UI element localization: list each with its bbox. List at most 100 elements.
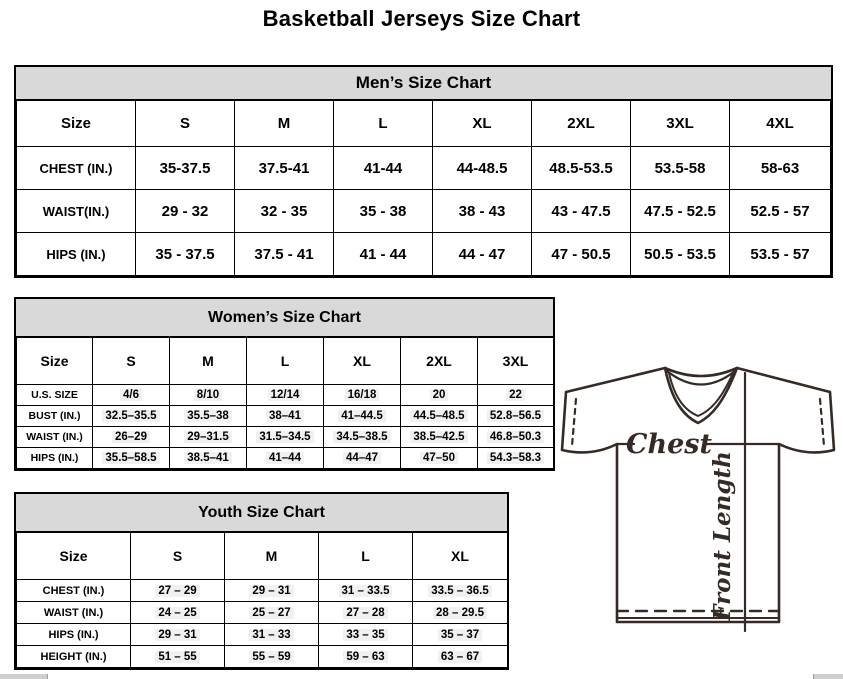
sleeve-cuff-dashed-left (570, 397, 578, 448)
women-cell: 26–29 (92, 426, 170, 448)
men-header-size: Size (16, 100, 136, 147)
youth-cell-value: 51 – 55 (155, 650, 200, 663)
youth-header-s: S (130, 532, 225, 580)
women-cell: 31.5–34.5 (246, 426, 324, 448)
women-cell-value: 34.5–38.5 (333, 431, 391, 443)
women-cell-value: 38–41 (266, 410, 304, 422)
women-cell-value: 20 (429, 389, 449, 401)
women-row-waist-in: WAIST (IN.) 26–29 29–31.5 31.5–34.5 34.5–38.… (16, 426, 554, 448)
men-cell-value: 37.5-41 (258, 159, 310, 177)
front-length-label: Front Length (709, 451, 736, 622)
men-cell: 41-44 (333, 146, 433, 190)
youth-cell-value: 33 – 35 (343, 628, 388, 641)
youth-cell-value: 27 – 28 (343, 606, 388, 619)
men-cell: 53.5 - 57 (729, 232, 831, 276)
men-cell-value: 38 - 43 (458, 202, 506, 220)
men-row-waist-in: WAIST(IN.) 29 - 32 32 - 35 35 - 38 38 - 43 43… (16, 189, 831, 233)
women-cell-value: 38.5–41 (184, 452, 232, 464)
women-cell-value: 35.5–58.5 (102, 452, 160, 464)
men-cell-value: 44 - 47 (458, 245, 506, 263)
men-cell-value: 35 - 38 (359, 202, 407, 220)
women-cell: 16/18 (323, 384, 401, 406)
men-cell: 38 - 43 (432, 189, 532, 233)
youth-row-waist-in: WAIST (IN.) 24 – 25 25 – 27 27 – 28 28 – 29.… (16, 601, 508, 624)
women-cell-value: 29–31.5 (184, 431, 232, 443)
women-cell-value: 38.5–42.5 (410, 431, 468, 443)
womens-size-table: Women’s Size Chart Size S M L XL 2XL 3XL U.S. S… (14, 297, 555, 471)
youth-header-xl: XL (412, 532, 508, 580)
men-cell: 35 - 38 (333, 189, 433, 233)
women-cell: 44.5–48.5 (400, 405, 478, 427)
youth-cell: 35 – 37 (412, 623, 508, 646)
youth-header-m: M (224, 532, 319, 580)
men-cell: 48.5-53.5 (531, 146, 631, 190)
men-cell-value: 52.5 - 57 (750, 202, 810, 220)
men-header-2xl: 2XL (531, 100, 631, 147)
women-header-s: S (92, 337, 170, 385)
men-cell-value: 53.5-58 (654, 159, 706, 177)
youth-cell: 33.5 – 36.5 (412, 579, 508, 602)
men-cell: 47 - 50.5 (531, 232, 631, 276)
men-cell-value: 41 - 44 (359, 245, 407, 263)
men-header-3xl: 3XL (630, 100, 730, 147)
men-header-m: M (234, 100, 334, 147)
men-header-row: Size S M L XL 2XL 3XL 4XL (16, 100, 831, 147)
men-cell: 44-48.5 (432, 146, 532, 190)
men-cell: 44 - 47 (432, 232, 532, 276)
women-cell: 32.5–35.5 (92, 405, 170, 427)
horizontal-scrollbar-fragment-right[interactable] (813, 674, 843, 679)
men-cell-value: 29 - 32 (161, 202, 209, 220)
women-row-label-hips-in: HIPS (IN.) (16, 447, 93, 469)
men-row-label-waist-in: WAIST(IN.) (16, 189, 136, 233)
horizontal-scrollbar-fragment-left[interactable] (0, 674, 48, 679)
women-cell: 41–44 (246, 447, 324, 469)
youth-row-label-waist-in: WAIST (IN.) (16, 601, 131, 624)
men-row-label-chest-in: CHEST (IN.) (16, 146, 136, 190)
women-cell-value: 47–50 (420, 452, 458, 464)
youth-row-label-height-in: HEIGHT (IN.) (16, 645, 131, 668)
youth-header-row: Size S M L XL (16, 532, 508, 580)
men-row-chest-in: CHEST (IN.) 35-37.5 37.5-41 41-44 44-48.5 48.… (16, 146, 831, 190)
women-cell: 38–41 (246, 405, 324, 427)
women-cell-value: 44.5–48.5 (410, 410, 468, 422)
men-header-xl: XL (432, 100, 532, 147)
youth-cell: 27 – 28 (318, 601, 413, 624)
women-cell-value: 16/18 (344, 389, 380, 401)
chest-label: Chest (626, 429, 712, 460)
men-cell: 47.5 - 52.5 (630, 189, 730, 233)
youth-cell-value: 35 – 37 (437, 628, 483, 641)
women-cell-value: 46.8–50.3 (486, 431, 545, 443)
youth-row-label-chest-in: CHEST (IN.) (16, 579, 131, 602)
men-cell: 53.5-58 (630, 146, 730, 190)
youth-cell-value: 29 – 31 (249, 584, 294, 597)
youth-cell-value: 63 – 67 (437, 650, 483, 663)
women-cell: 8/10 (169, 384, 247, 406)
women-row-label-u-s-size: U.S. SIZE (16, 384, 93, 406)
women-header-m: M (169, 337, 247, 385)
women-cell-value: 31.5–34.5 (256, 431, 314, 443)
women-cell: 44–47 (323, 447, 401, 469)
youth-cell: 29 – 31 (130, 623, 225, 646)
youth-row-hips-in: HIPS (IN.) 29 – 31 31 – 33 33 – 35 35 – 37 (16, 623, 508, 646)
women-row-label-waist-in: WAIST (IN.) (16, 426, 93, 448)
youth-cell-value: 24 – 25 (155, 606, 200, 619)
men-cell-value: 47 - 50.5 (551, 245, 611, 263)
women-row-u-s-size: U.S. SIZE 4/6 8/10 12/14 16/18 20 22 (16, 384, 554, 406)
women-cell-value: 4/6 (120, 389, 142, 401)
men-header-l: L (333, 100, 433, 147)
women-cell-value: 41–44.5 (338, 410, 386, 422)
men-cell: 37.5-41 (234, 146, 334, 190)
women-cell: 41–44.5 (323, 405, 401, 427)
sleeve-cuff-dashed-right (818, 397, 826, 448)
collar-v-outer (663, 366, 739, 425)
youth-cell: 63 – 67 (412, 645, 508, 668)
youth-size-table: Youth Size Chart Size S M L XL CHEST (IN.) 27 … (14, 492, 509, 670)
women-cell: 12/14 (246, 384, 324, 406)
youth-cell: 51 – 55 (130, 645, 225, 668)
men-cell: 43 - 47.5 (531, 189, 631, 233)
women-header-3xl: 3XL (477, 337, 554, 385)
women-cell: 47–50 (400, 447, 478, 469)
youth-cell: 25 – 27 (224, 601, 319, 624)
mens-size-table-title: Men’s Size Chart (16, 67, 831, 100)
men-cell-value: 43 - 47.5 (551, 202, 611, 220)
